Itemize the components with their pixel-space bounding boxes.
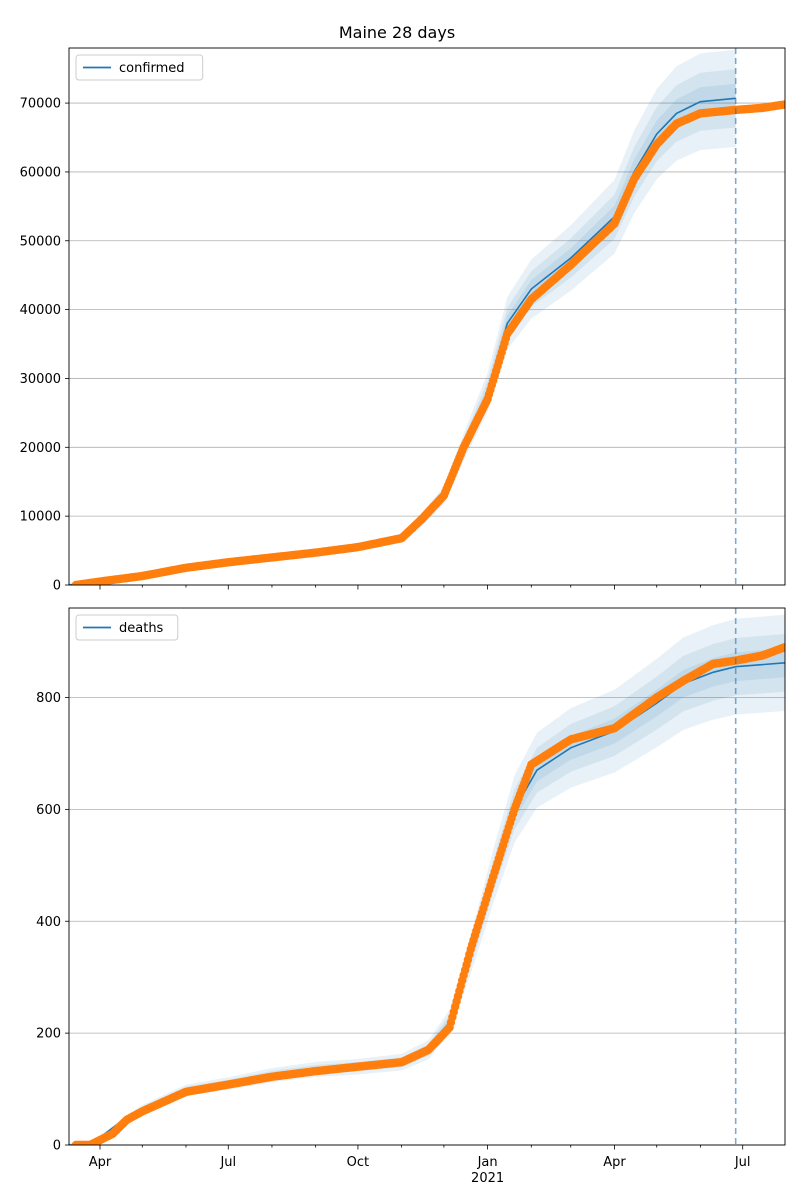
x-year-label: 2021 [471,1171,504,1186]
observed-point [780,100,785,109]
y-tick-label: 50000 [20,234,61,249]
y-tick-label: 0 [53,1139,61,1154]
y-tick-label: 30000 [20,372,61,387]
y-tick-label: 10000 [20,510,61,525]
y-tick-label: 200 [36,1027,61,1042]
legend-label: confirmed [119,61,185,76]
y-tick-label: 60000 [20,165,61,180]
uncertainty-band [69,633,785,1145]
observed-point [780,643,785,652]
x-tick-label: Jan [477,1155,498,1170]
y-tick-label: 800 [36,691,61,706]
y-tick-label: 70000 [20,97,61,112]
uncertainty-band [69,69,736,585]
uncertainty-band [69,614,785,1145]
axes-frame [68,607,786,1146]
uncertainty-band [69,83,736,585]
panel-deaths: 0 200 400 600 800 deaths [36,607,786,1154]
x-tick-label: Apr [89,1155,112,1170]
x-tick-label: Jul [219,1155,236,1170]
x-tick-label: Jul [734,1155,751,1170]
x-tick-label: Apr [603,1155,626,1170]
legend: deaths [75,614,179,641]
chart-title: Maine 28 days [339,23,455,42]
y-tick-label: 40000 [20,303,61,318]
legend-box [75,54,204,81]
legend-box [75,614,179,641]
panel-confirmed: 0 10000 20000 30000 40000 50000 60000 70000 conf… [20,47,786,594]
x-tick-label: Oct [347,1155,369,1170]
uncertainty-band [69,49,736,585]
legend-label: deaths [119,621,164,636]
y-tick-label: 600 [36,803,61,818]
axes-frame [68,47,786,586]
y-tick-label: 0 [53,579,61,594]
legend: confirmed [75,54,204,81]
y-tick-label: 400 [36,915,61,930]
model-line [69,662,785,1145]
y-tick-label: 20000 [20,441,61,456]
x-axis: Apr Jul Oct Jan Apr Jul 2021 [89,1155,751,1186]
